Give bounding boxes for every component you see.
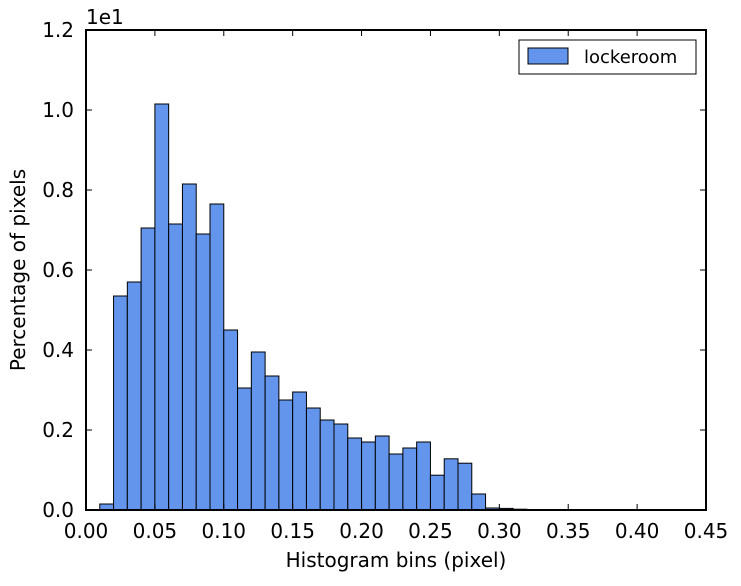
x-tick-label: 0.35: [546, 519, 591, 543]
histogram-bar: [361, 441, 376, 511]
x-tick-label: 0.05: [133, 519, 178, 543]
histogram-bar: [471, 493, 487, 511]
x-tick-label: 0.00: [64, 519, 109, 543]
x-tick-label: 0.30: [477, 519, 522, 543]
histogram-bar: [457, 462, 473, 511]
histogram-bar: [209, 203, 225, 511]
histogram-bar: [347, 437, 363, 511]
histogram-bar: [402, 447, 418, 511]
legend-label-lockeroom: lockeroom: [584, 47, 677, 68]
plot-area-frame: [85, 29, 707, 511]
y-axis-multiplier-label: 1e1: [86, 5, 124, 29]
y-tick-label: 0.4: [42, 338, 74, 362]
histogram-bar: [292, 391, 307, 511]
histogram-bar: [278, 399, 294, 511]
histogram-bar: [264, 375, 280, 511]
histogram-bar: [319, 419, 335, 511]
y-tick-label: 0.8: [42, 178, 74, 202]
histogram-bar: [195, 233, 211, 511]
x-tick-label: 0.40: [615, 519, 660, 543]
legend-swatch: [527, 47, 569, 65]
y-axis-label: Percentage of pixels: [6, 169, 30, 371]
y-tick-label: 0.2: [42, 418, 74, 442]
y-tick-label: 0.0: [42, 498, 74, 522]
x-tick-label: 0.15: [270, 519, 315, 543]
histogram-bar: [416, 441, 431, 511]
y-tick-label: 1.0: [42, 98, 74, 122]
histogram-bar: [333, 423, 349, 511]
x-axis-label: Histogram bins (pixel): [286, 548, 507, 572]
y-tick-label: 0.6: [42, 258, 74, 282]
histogram-bar: [168, 223, 183, 511]
histogram-bar: [388, 453, 404, 511]
histogram-bar: [140, 227, 156, 511]
histogram-bar: [237, 387, 252, 511]
histogram-bar: [374, 435, 390, 511]
histogram-bar: [429, 474, 445, 511]
histogram-bar: [223, 329, 239, 511]
x-tick-label: 0.45: [684, 519, 729, 543]
tick-labels-layer: 0.00 0.05 0.10 0.15 0.20 0.25 0.30 0.35 0.40 0.45…: [42, 18, 728, 543]
y-tick-label: 1.2: [42, 18, 74, 42]
histogram-bar: [181, 183, 197, 511]
histogram-bar: [250, 351, 266, 511]
histogram-bar: [305, 407, 321, 511]
histogram-bar: [126, 281, 142, 511]
histogram-bar: [113, 295, 128, 511]
histogram-bar: [443, 458, 459, 511]
bars-layer: [99, 103, 528, 511]
legend: lockeroom: [518, 39, 697, 75]
histogram-bar: [154, 103, 170, 511]
x-tick-label: 0.10: [202, 519, 247, 543]
x-tick-label: 0.25: [408, 519, 453, 543]
x-tick-label: 0.20: [339, 519, 384, 543]
